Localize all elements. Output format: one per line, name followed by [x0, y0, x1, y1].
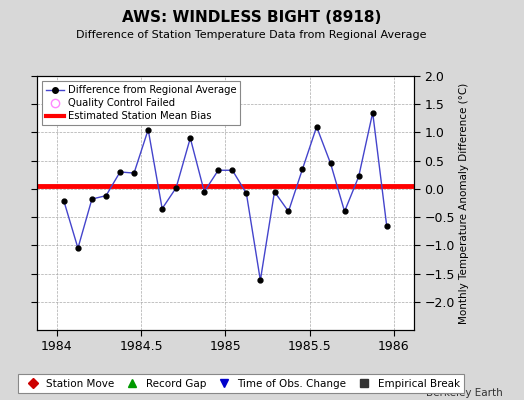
Text: Difference of Station Temperature Data from Regional Average: Difference of Station Temperature Data f… [77, 30, 427, 40]
Y-axis label: Monthly Temperature Anomaly Difference (°C): Monthly Temperature Anomaly Difference (… [459, 82, 469, 324]
Legend: Station Move, Record Gap, Time of Obs. Change, Empirical Break: Station Move, Record Gap, Time of Obs. C… [18, 374, 464, 393]
Legend: Difference from Regional Average, Quality Control Failed, Estimated Station Mean: Difference from Regional Average, Qualit… [42, 81, 241, 125]
Text: Berkeley Earth: Berkeley Earth [427, 388, 503, 398]
Text: AWS: WINDLESS BIGHT (8918): AWS: WINDLESS BIGHT (8918) [122, 10, 381, 25]
